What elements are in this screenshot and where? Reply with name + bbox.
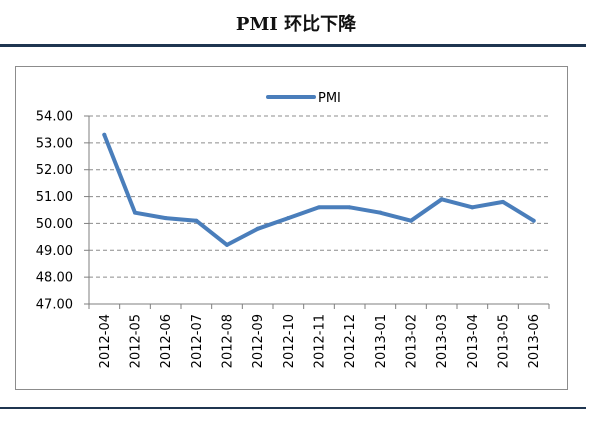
data-point (409, 218, 413, 223)
data-point (133, 210, 137, 215)
x-tick-label: 2013-05 (497, 314, 512, 368)
data-point (194, 218, 199, 223)
series-lines (102, 132, 536, 247)
y-tick-label: 53.00 (36, 136, 73, 151)
y-tick-label: 48.00 (36, 271, 73, 286)
data-point (317, 205, 321, 210)
y-tick-label: 51.00 (36, 190, 73, 205)
bottom-divider (0, 407, 586, 409)
data-point (255, 226, 260, 231)
data-point (501, 199, 505, 204)
axes (84, 115, 550, 309)
data-point (225, 242, 229, 247)
x-tick-label: 2012-04 (98, 314, 113, 368)
y-tick-label: 49.00 (36, 244, 73, 259)
legend: PMI (266, 91, 341, 106)
series-line-pmi (102, 132, 536, 247)
x-tick-label: 2012-12 (343, 314, 358, 368)
data-point (163, 216, 168, 221)
page-title: PMI 环比下降 (235, 14, 357, 35)
data-point (102, 132, 107, 137)
data-point (470, 205, 475, 210)
x-tick-label: 2012-07 (190, 314, 205, 368)
x-tick-label: 2012-11 (313, 314, 328, 368)
data-point (378, 210, 383, 215)
chart-frame (15, 66, 568, 390)
x-tick-label: 2012-05 (129, 314, 144, 368)
x-tick-labels: 2012-04 2012-05 2012-06 2012-07 2012-08 2012-… (98, 314, 542, 368)
grid-lines (89, 115, 549, 278)
x-tick-label: 2013-06 (527, 314, 542, 368)
x-tick-label: 2012-08 (221, 314, 236, 368)
x-tick-label: 2012-09 (251, 314, 266, 368)
x-tick-label: 2013-04 (466, 314, 481, 368)
data-point (347, 205, 352, 210)
y-tick-label: 50.00 (36, 217, 73, 232)
x-tick-label: 2012-06 (159, 314, 174, 368)
data-point (286, 216, 291, 221)
y-tick-label: 47.00 (36, 298, 73, 313)
x-tick-label: 2012-10 (282, 314, 297, 368)
data-point (439, 197, 444, 202)
x-tick-label: 2013-03 (435, 314, 450, 368)
y-tick-labels: 47.00 48.00 49.00 50.00 51.00 52.00 53.00 54.00 (36, 110, 73, 313)
data-point (531, 218, 536, 223)
top-divider (0, 44, 586, 47)
x-tick-label: 2013-02 (405, 314, 420, 368)
y-tick-label: 54.00 (36, 110, 73, 125)
legend-label: PMI (318, 91, 341, 106)
y-tick-label: 52.00 (36, 163, 73, 178)
x-tick-label: 2013-01 (374, 314, 389, 368)
